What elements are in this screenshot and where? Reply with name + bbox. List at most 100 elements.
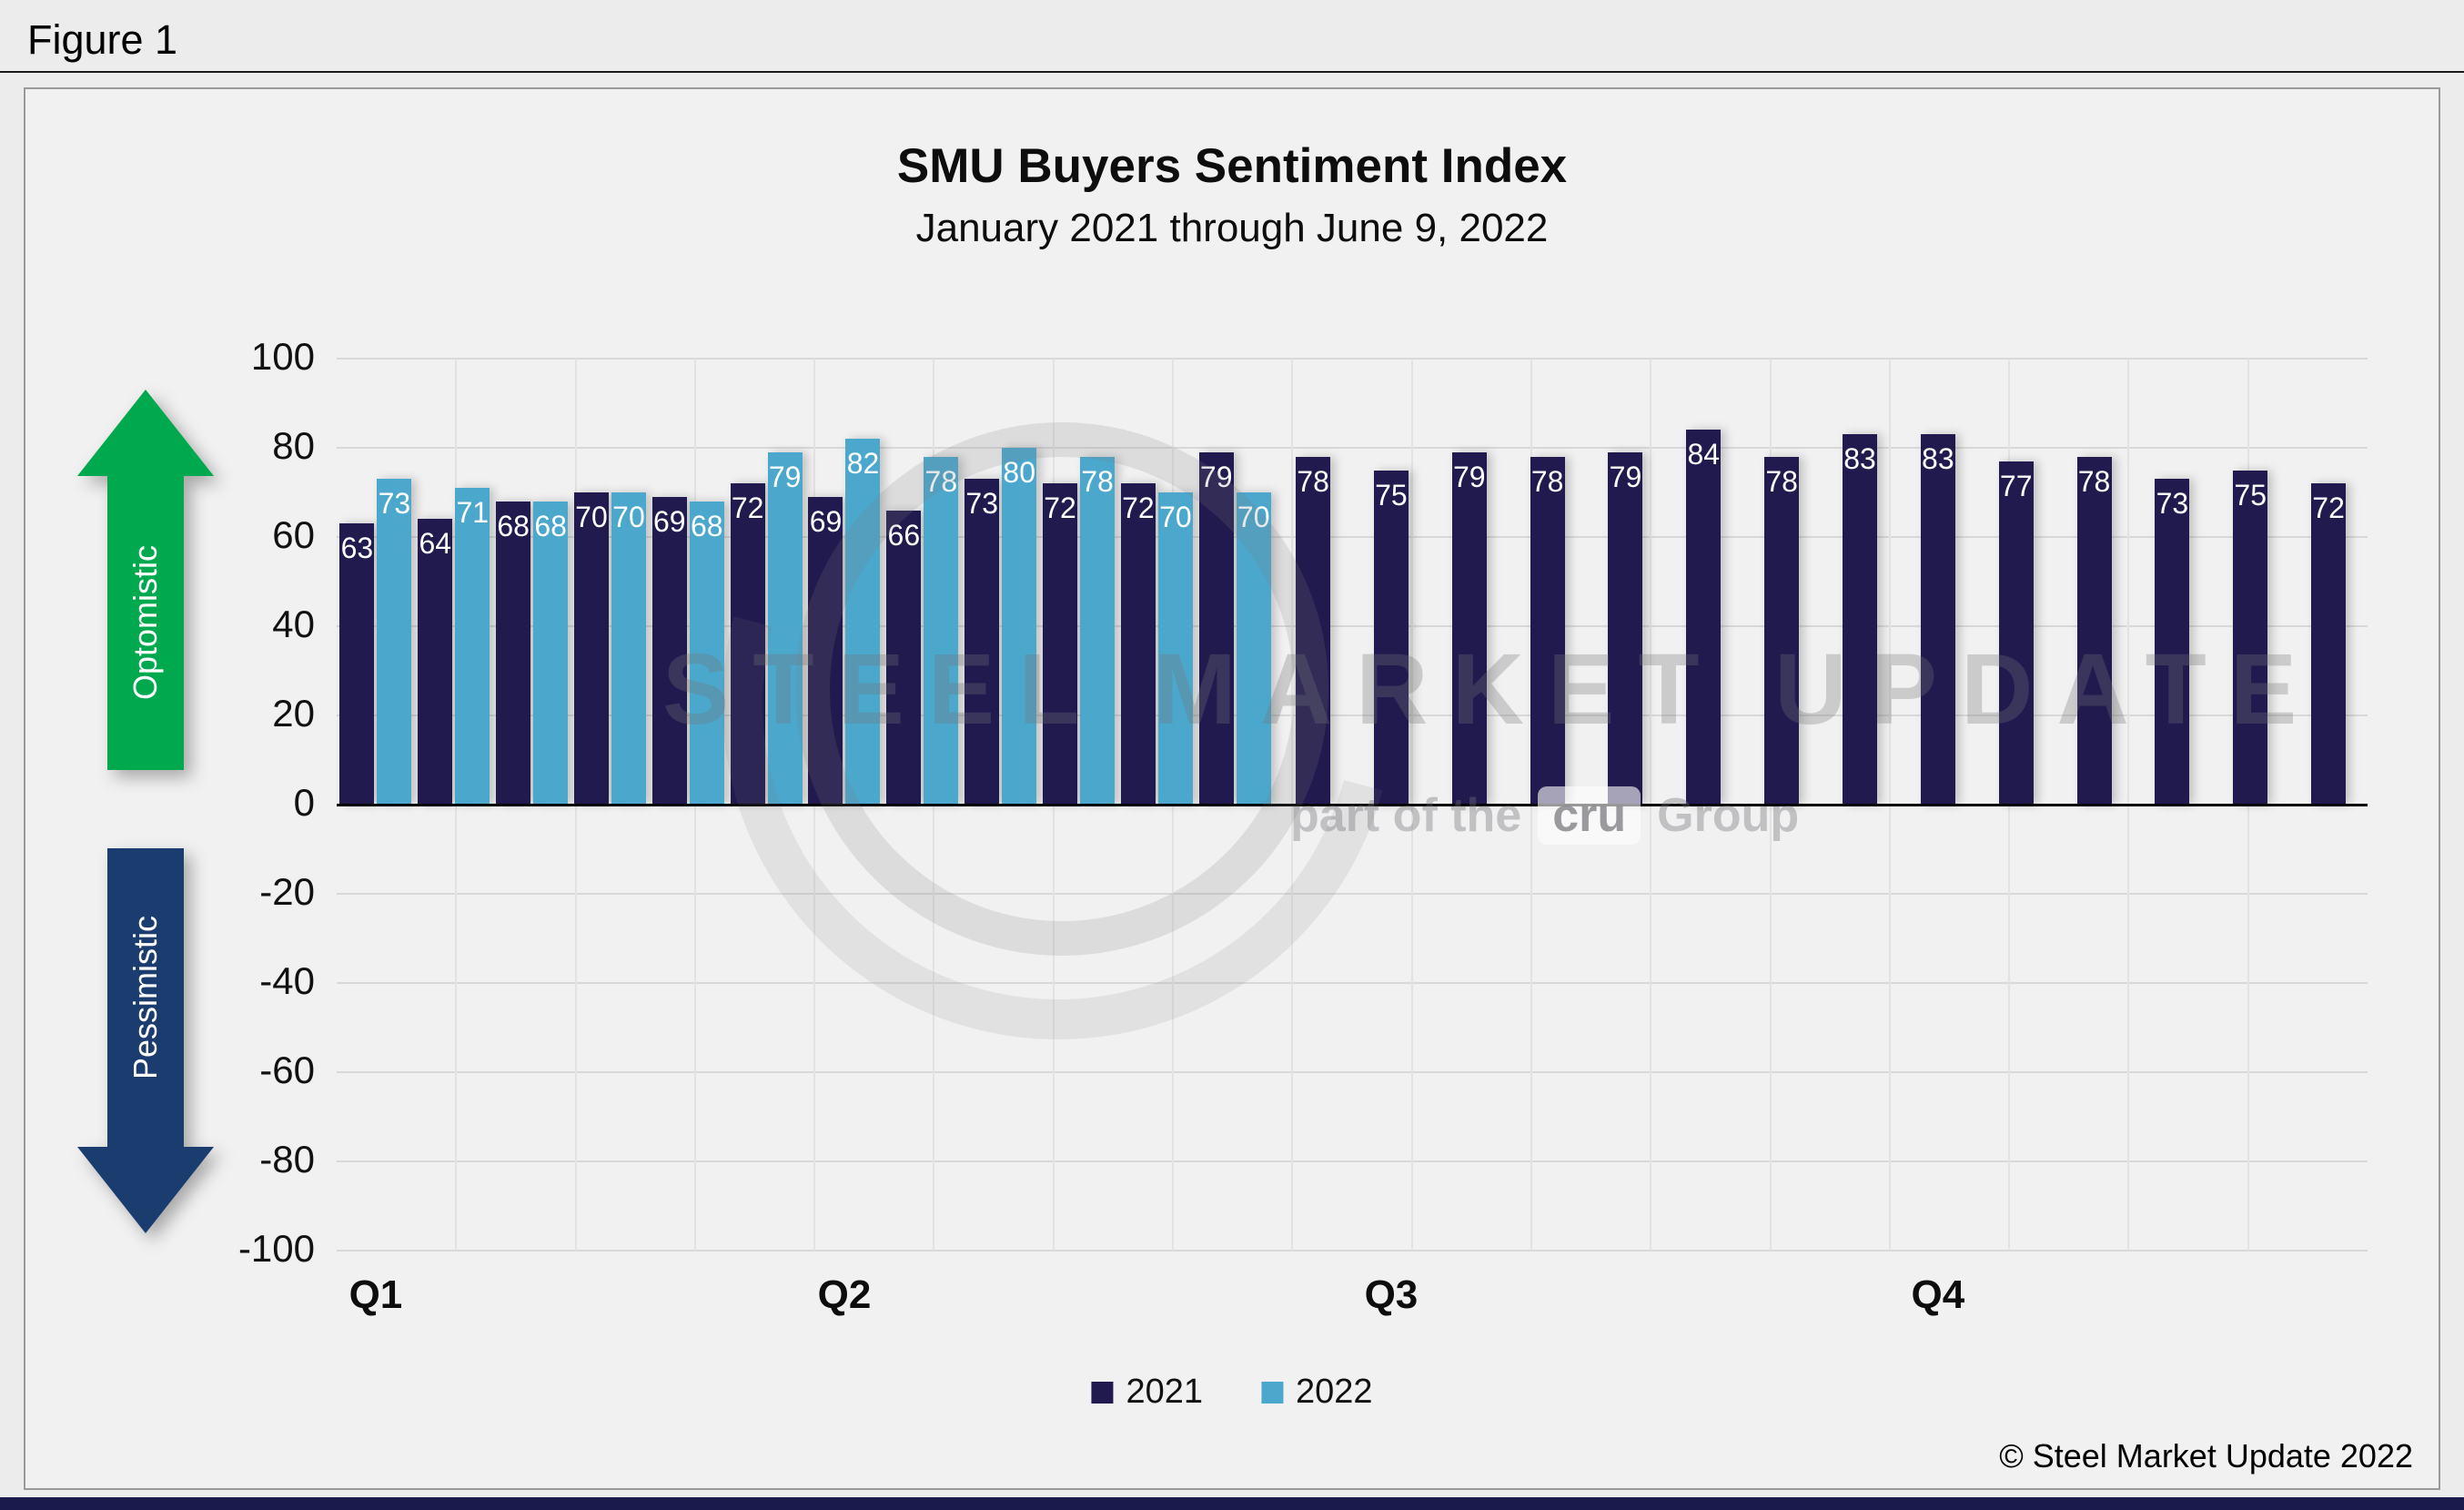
bar-2021: 75 — [1373, 470, 1409, 805]
bar-slot: 72 70 — [1117, 359, 1196, 805]
h-gridline — [337, 358, 2368, 360]
bar-value-label: 75 — [2234, 478, 2267, 512]
bar-value-label: 70 — [575, 501, 608, 533]
bar-value-label: 80 — [1003, 456, 1035, 489]
bar-slot: 72 79 — [727, 359, 805, 805]
bar-2021: 79 — [1451, 451, 1487, 805]
y-axis-tick-label: -20 — [259, 870, 315, 913]
bar-value-label: 72 — [731, 492, 764, 525]
bar-value-label: 69 — [809, 504, 843, 538]
bar-value-label: 79 — [768, 460, 802, 493]
bar-slot: 75 — [2211, 359, 2289, 805]
bar-2021: 72 — [730, 483, 765, 805]
h-gridline — [337, 1071, 2368, 1073]
bar-2021: 72 — [1043, 483, 1078, 805]
x-axis-quarter-label: Q2 — [817, 1272, 872, 1317]
optimistic-label: Optomistic — [126, 545, 164, 701]
bar-slot: 79 — [1430, 359, 1509, 805]
bar-slot: 79 — [1587, 359, 1665, 805]
bar-2021: 79 — [1608, 451, 1643, 805]
bar-slot: 73 80 — [962, 359, 1040, 805]
h-gridline — [337, 1250, 2368, 1252]
y-axis-tick-label: 20 — [272, 692, 315, 735]
bar-2022: 73 — [377, 479, 412, 805]
bar-slot: 83 — [1899, 359, 1977, 805]
bar-slot: 78 — [1274, 359, 1352, 805]
bar-value-label: 68 — [691, 509, 723, 542]
bar-2021: 78 — [2076, 456, 2112, 805]
bar-2021: 69 — [808, 496, 843, 805]
bar-value-label: 77 — [1999, 469, 2033, 502]
bar-value-label: 70 — [612, 501, 645, 533]
bar-slot: 78 — [1509, 359, 1587, 805]
y-axis-tick-label: 40 — [272, 603, 315, 645]
bar-2021: 78 — [1296, 456, 1331, 805]
figure-header: Figure 1 — [0, 0, 2464, 73]
bar-value-label: 70 — [1159, 501, 1192, 533]
h-gridline — [337, 625, 2368, 627]
bar-value-label: 72 — [1122, 492, 1155, 525]
bar-value-label: 78 — [1297, 464, 1329, 498]
bar-slot: 73 — [2133, 359, 2211, 805]
bar-2021: 84 — [1686, 430, 1722, 805]
bar-slot: 78 — [2055, 359, 2134, 805]
h-gridline — [337, 982, 2368, 984]
y-axis-tick-label: -40 — [259, 959, 315, 1002]
bar-value-label: 73 — [965, 487, 998, 521]
chart-title: SMU Buyers Sentiment Index — [896, 139, 1568, 193]
bar-slot: 84 — [1664, 359, 1742, 805]
chart-subtitle: January 2021 through June 9, 2022 — [915, 206, 1549, 250]
bar-2022: 82 — [845, 439, 881, 805]
bar-value-label: 66 — [887, 518, 921, 552]
y-axis-tick-label: 60 — [272, 513, 315, 556]
bar-2022: 80 — [1002, 448, 1037, 805]
legend-item-2021: 2021 — [1091, 1373, 1203, 1412]
bar-slot: 69 68 — [649, 359, 727, 805]
bar-slot: 79 70 — [1196, 359, 1274, 805]
copyright: © Steel Market Update 2022 — [1999, 1437, 2413, 1475]
legend-label: 2021 — [1126, 1373, 1203, 1411]
h-gridline — [337, 1160, 2368, 1162]
legend-item-2022: 2022 — [1261, 1373, 1373, 1412]
bar-value-label: 83 — [1843, 442, 1876, 476]
legend-swatch — [1261, 1381, 1283, 1404]
pessimistic-down-arrow-icon: Pessimistic — [77, 848, 214, 1233]
legend-swatch — [1091, 1381, 1114, 1404]
bar-value-label: 79 — [1609, 460, 1642, 493]
bar-slot: 63 73 — [337, 359, 415, 805]
y-axis-tick-label: 100 — [250, 335, 315, 378]
x-axis-quarter-label: Q3 — [1364, 1272, 1419, 1317]
bar-value-label: 68 — [534, 509, 567, 542]
legend-label: 2022 — [1296, 1373, 1373, 1411]
h-gridline — [337, 536, 2368, 538]
bar-2022: 78 — [1080, 456, 1116, 805]
bar-2021: 79 — [1198, 451, 1234, 805]
bar-value-label: 69 — [653, 504, 686, 538]
bar-value-label: 73 — [378, 487, 411, 521]
bar-value-label: 82 — [846, 447, 880, 481]
bar-2021: 72 — [2311, 483, 2347, 805]
x-axis-quarter-label: Q4 — [1911, 1272, 1965, 1317]
bar-2022: 79 — [767, 451, 803, 805]
optimistic-up-arrow-icon: Optomistic — [77, 390, 214, 770]
bar-value-label: 73 — [2156, 487, 2189, 521]
bar-slot: 70 70 — [571, 359, 650, 805]
bar-value-label: 72 — [2312, 492, 2345, 525]
bar-2022: 68 — [689, 501, 724, 805]
bar-2021: 83 — [1920, 434, 1955, 805]
bar-slot: 83 — [1821, 359, 1899, 805]
legend: 2021 2022 — [1091, 1373, 1373, 1412]
bar-2022: 71 — [455, 488, 490, 805]
bar-value-label: 64 — [419, 527, 452, 561]
h-gridline — [337, 714, 2368, 716]
bar-2021: 63 — [339, 523, 375, 805]
bar-2022: 70 — [1157, 492, 1193, 805]
bar-value-label: 84 — [1687, 438, 1721, 471]
bar-value-label: 70 — [1237, 501, 1270, 533]
bar-value-label: 71 — [456, 496, 490, 530]
bar-2021: 75 — [2233, 470, 2268, 805]
bar-2021: 72 — [1120, 483, 1156, 805]
plot-area: 63 73 64 71 68 68 70 70 69 68 72 79 69 82 66 78 73 80 72 78… — [337, 358, 2368, 1252]
pessimistic-label: Pessimistic — [126, 915, 164, 1080]
bar-2021: 77 — [1998, 461, 2034, 805]
